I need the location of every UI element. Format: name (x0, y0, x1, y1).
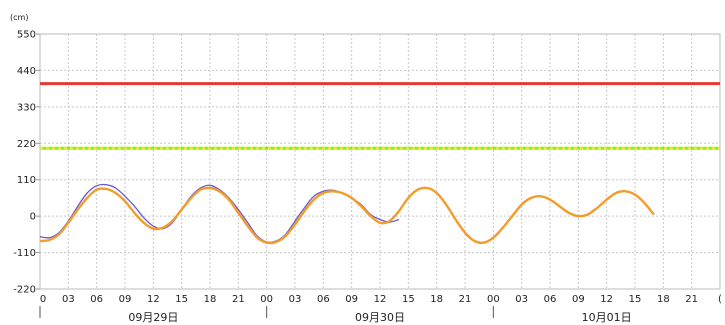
x-tick-label: 21 (232, 294, 245, 305)
x-tick-label: 03 (515, 294, 528, 305)
x-tick-label: 06 (317, 294, 330, 305)
x-axis-ticks: 0 03 06 09 12 15 18 21 00 03 06 09 12 15 18 21 00 03 06 09 1… (40, 294, 722, 305)
grid-lines (40, 34, 720, 289)
x-tick-label: 12 (147, 294, 160, 305)
y-tick-label: 220 (17, 139, 36, 150)
x-tick-label: 21 (459, 294, 472, 305)
x-tick-label: 03 (289, 294, 302, 305)
y-tick-label: -110 (13, 248, 36, 259)
x-tick-label: ( (718, 294, 722, 305)
date-label: 09月29日 (128, 311, 178, 324)
threshold-lines (40, 82, 720, 150)
x-tick-label: 09 (119, 294, 132, 305)
x-tick-label: 09 (345, 294, 358, 305)
date-labels: 09月29日 09月30日 10月01日 (39, 306, 632, 324)
x-tick-label: 00 (260, 294, 273, 305)
series-lines (39, 183, 655, 245)
date-label: 09月30日 (355, 311, 405, 324)
y-tick-label: 550 (17, 30, 36, 41)
x-tick-label: 0 (40, 294, 46, 305)
x-tick-label: 21 (685, 294, 698, 305)
x-tick-label: 12 (600, 294, 613, 305)
x-tick-label: 06 (90, 294, 103, 305)
x-tick-label: 00 (487, 294, 500, 305)
x-tick-label: 03 (62, 294, 75, 305)
x-tick-label: 06 (544, 294, 557, 305)
y-tick-label: 110 (17, 175, 36, 186)
y-tick-label: 0 (30, 212, 36, 223)
date-label: 10月01日 (582, 311, 632, 324)
x-tick-label: 18 (430, 294, 443, 305)
x-tick-label: 09 (572, 294, 585, 305)
x-tick-label: 12 (374, 294, 387, 305)
x-tick-label: 18 (657, 294, 670, 305)
x-tick-label: 15 (629, 294, 642, 305)
predicted-tide-line (39, 186, 655, 245)
y-axis-ticks: 550 440 330 220 110 0 -110 -220 (13, 30, 40, 296)
y-tick-label: -220 (13, 285, 36, 296)
y-tick-label: 440 (17, 66, 36, 77)
x-tick-label: 18 (204, 294, 217, 305)
x-tick-label: 15 (175, 294, 188, 305)
y-tick-label: 330 (17, 102, 36, 113)
x-tick-label: 15 (402, 294, 415, 305)
y-unit-label: (cm) (10, 13, 28, 22)
